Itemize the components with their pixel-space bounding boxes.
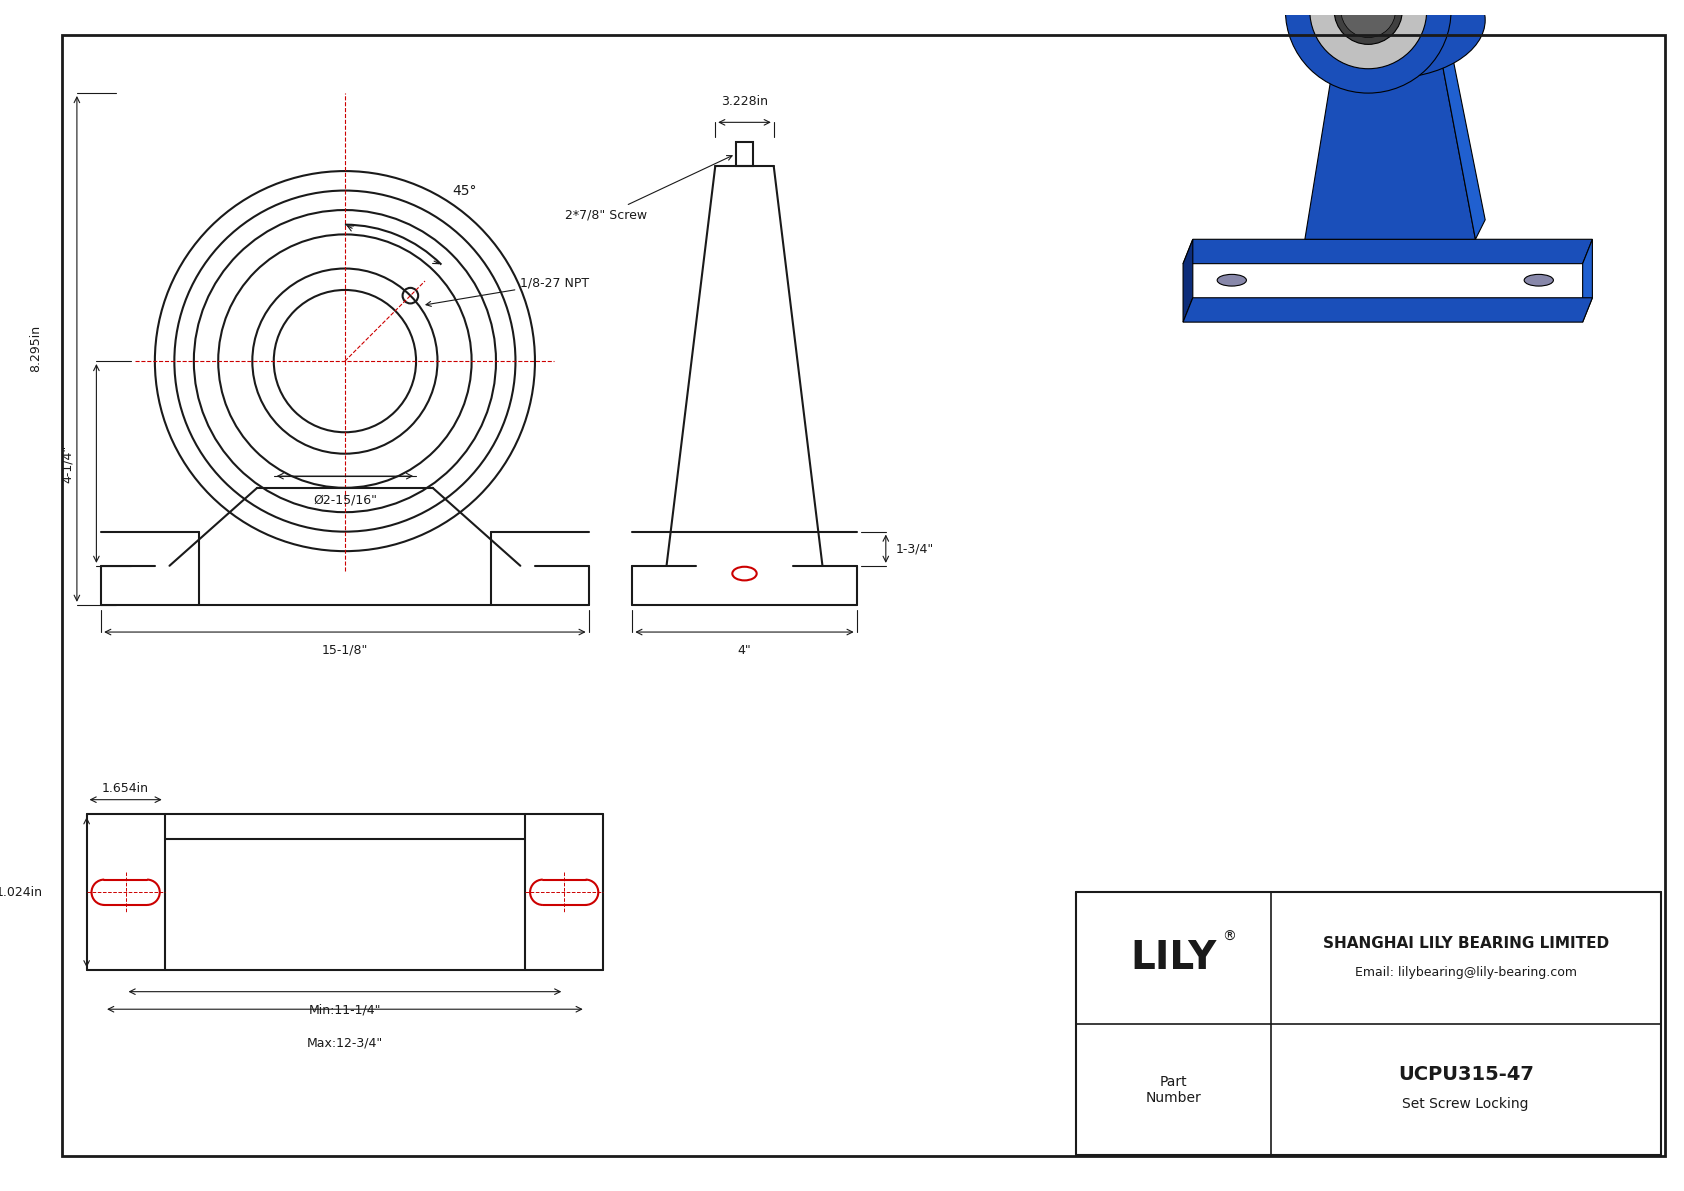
Circle shape bbox=[1310, 0, 1426, 69]
Text: 4": 4" bbox=[738, 644, 751, 656]
Text: 1-3/4": 1-3/4" bbox=[896, 543, 935, 556]
Text: Min:11-1/4": Min:11-1/4" bbox=[308, 1003, 381, 1016]
Text: Ø2-15/16": Ø2-15/16" bbox=[313, 493, 377, 506]
Ellipse shape bbox=[1218, 274, 1246, 286]
Polygon shape bbox=[1305, 60, 1475, 239]
Polygon shape bbox=[1442, 49, 1485, 239]
Text: 1.024in: 1.024in bbox=[0, 886, 42, 899]
Text: 1.654in: 1.654in bbox=[103, 781, 150, 794]
Bar bbox=[736, 142, 753, 167]
Text: UCPU315-47: UCPU315-47 bbox=[1398, 1066, 1534, 1085]
Text: Part
Number: Part Number bbox=[1145, 1074, 1201, 1105]
Text: 1/8-27 NPT: 1/8-27 NPT bbox=[426, 276, 589, 306]
Text: 15-1/8": 15-1/8" bbox=[322, 644, 369, 656]
Ellipse shape bbox=[1290, 0, 1485, 79]
Text: 2*7/8" Screw: 2*7/8" Screw bbox=[564, 156, 733, 222]
Text: Set Screw Locking: Set Screw Locking bbox=[1403, 1097, 1529, 1111]
Text: 3.228in: 3.228in bbox=[721, 95, 768, 107]
Ellipse shape bbox=[1524, 274, 1553, 286]
Text: ®: ® bbox=[1223, 930, 1236, 943]
Circle shape bbox=[1285, 0, 1452, 93]
Polygon shape bbox=[1184, 298, 1593, 322]
Polygon shape bbox=[1583, 239, 1593, 322]
Text: 4-1/4": 4-1/4" bbox=[61, 444, 74, 482]
Text: 45°: 45° bbox=[451, 183, 477, 198]
Polygon shape bbox=[1184, 239, 1192, 322]
Text: SHANGHAI LILY BEARING LIMITED: SHANGHAI LILY BEARING LIMITED bbox=[1322, 936, 1608, 950]
Text: 8.295in: 8.295in bbox=[29, 325, 42, 373]
Text: LILY: LILY bbox=[1130, 939, 1216, 977]
Polygon shape bbox=[1184, 239, 1593, 263]
Circle shape bbox=[1340, 0, 1396, 38]
Circle shape bbox=[1334, 0, 1403, 44]
Text: Email: lilybearing@lily-bearing.com: Email: lilybearing@lily-bearing.com bbox=[1354, 966, 1576, 979]
Text: Max:12-3/4": Max:12-3/4" bbox=[306, 1036, 382, 1049]
